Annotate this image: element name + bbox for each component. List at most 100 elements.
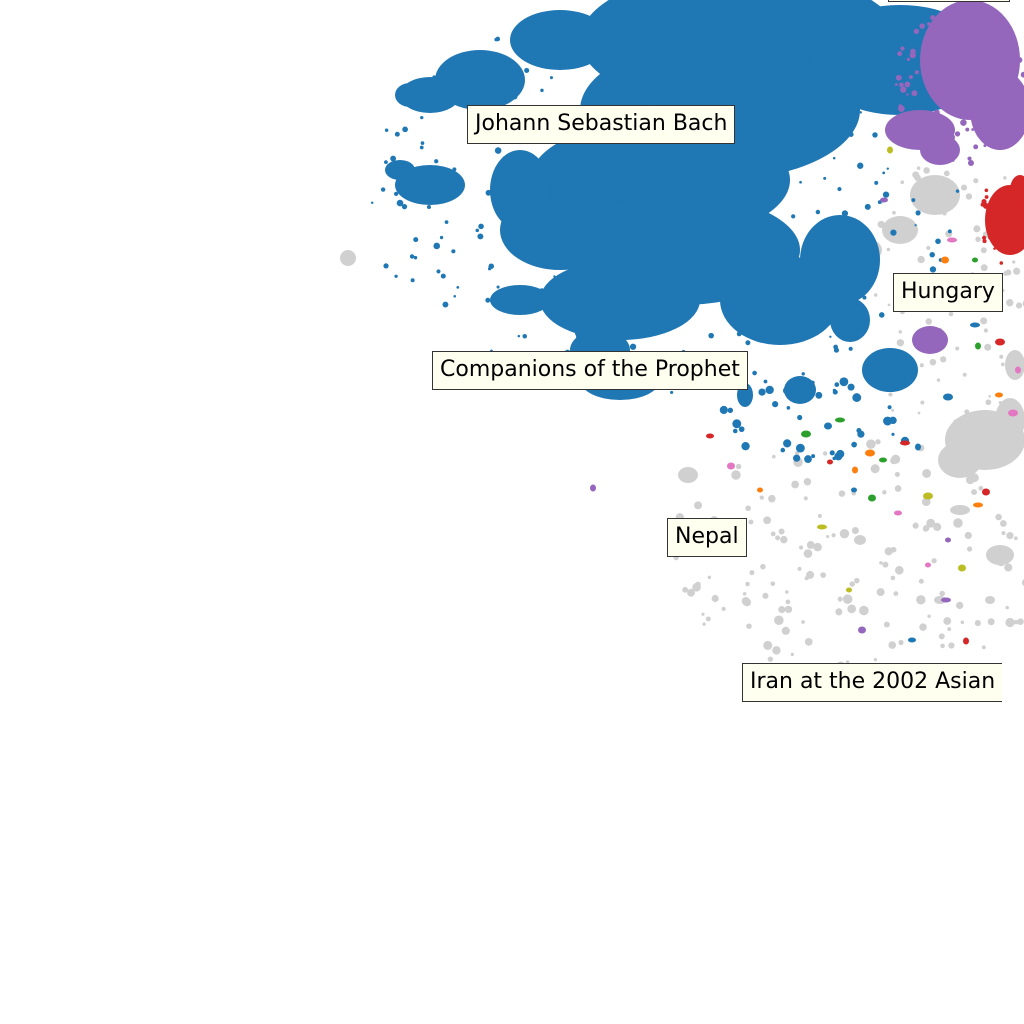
blue-point xyxy=(670,390,674,395)
gray-point xyxy=(890,575,896,581)
blue-point xyxy=(829,335,832,338)
blue-point xyxy=(650,100,656,107)
small-cluster xyxy=(852,466,858,474)
red-point xyxy=(993,247,996,250)
purple-point xyxy=(967,71,972,76)
gray-point xyxy=(943,170,950,177)
small-cluster xyxy=(973,502,983,508)
purple-point xyxy=(988,75,994,82)
blue-point xyxy=(402,126,408,133)
gray-point xyxy=(707,575,712,580)
gray-point xyxy=(771,454,776,459)
purple-point xyxy=(1001,96,1006,100)
blue-point xyxy=(628,69,633,73)
blue-point xyxy=(555,241,561,246)
gray-point xyxy=(995,513,1002,521)
blue-point xyxy=(509,209,513,213)
purple-point xyxy=(940,74,946,80)
blue-point xyxy=(524,67,530,73)
blue-point xyxy=(557,19,563,26)
blue-point xyxy=(859,82,866,89)
small-cluster xyxy=(827,459,833,465)
gray-point xyxy=(791,480,800,489)
gray-point xyxy=(785,590,789,594)
gray-point xyxy=(695,581,701,588)
blue-point xyxy=(727,39,732,44)
gray-point xyxy=(745,505,751,512)
purple-point xyxy=(898,105,905,112)
blue-point xyxy=(790,109,797,116)
gray-point xyxy=(746,623,752,629)
gray-point xyxy=(964,434,969,439)
blue-point xyxy=(432,75,436,79)
gray-point xyxy=(798,545,804,550)
red-point xyxy=(993,223,998,228)
small-cluster xyxy=(958,564,966,572)
purple-point xyxy=(967,156,972,161)
blue-point xyxy=(795,306,799,310)
gray-point xyxy=(914,174,921,182)
blue-point xyxy=(553,275,556,278)
blue-point xyxy=(815,254,819,259)
blue-point xyxy=(546,244,553,252)
gray-point xyxy=(1006,532,1014,540)
blue-point xyxy=(410,278,415,283)
gray-point xyxy=(742,591,747,596)
small-cluster xyxy=(894,510,902,516)
blue-point xyxy=(534,190,537,193)
blue-point xyxy=(795,443,805,453)
blue-point xyxy=(823,301,830,307)
blue-point xyxy=(654,219,658,223)
blue-point xyxy=(643,35,648,39)
blue-point xyxy=(701,99,708,106)
purple-point xyxy=(1011,65,1017,72)
purple-point xyxy=(1016,57,1023,64)
gray-point xyxy=(985,399,992,406)
blue-point xyxy=(694,162,698,166)
blue-point xyxy=(420,115,424,120)
blue-point xyxy=(786,406,791,410)
blue-point xyxy=(804,455,812,463)
purple-point xyxy=(931,47,937,53)
purple-point xyxy=(977,86,985,93)
small-cluster xyxy=(801,430,811,438)
label-iran-2002-asian: Iran at the 2002 Asian xyxy=(742,663,1003,702)
blue-point xyxy=(544,301,548,305)
gray-cluster xyxy=(340,250,356,266)
red-point xyxy=(993,193,1000,199)
small-cluster xyxy=(963,637,969,645)
blue-point xyxy=(767,94,773,100)
gray-point xyxy=(974,435,982,443)
gray-point xyxy=(735,463,742,470)
purple-point xyxy=(943,18,949,24)
blue-point xyxy=(536,234,542,240)
gray-point xyxy=(896,339,905,347)
purple-point xyxy=(976,131,982,138)
gray-point xyxy=(980,264,988,272)
purple-point xyxy=(969,59,976,66)
blue-point xyxy=(444,220,449,225)
blue-point xyxy=(498,212,505,218)
gray-point xyxy=(929,358,937,366)
gray-point xyxy=(838,490,846,497)
blue-point xyxy=(671,189,676,195)
purple-point xyxy=(899,82,904,88)
blue-point xyxy=(887,405,892,410)
blue-point xyxy=(549,76,554,80)
blue-point xyxy=(419,145,424,150)
purple-point xyxy=(900,86,907,93)
gray-point xyxy=(894,485,902,492)
purple-point xyxy=(927,22,931,26)
blue-blob xyxy=(395,83,425,107)
blue-point xyxy=(848,346,853,351)
gray-point xyxy=(748,519,754,525)
blue-point xyxy=(689,177,697,185)
gray-point xyxy=(778,528,785,535)
blue-point xyxy=(515,160,522,168)
gray-point xyxy=(948,642,955,649)
gray-point xyxy=(964,409,970,415)
red-point xyxy=(1014,236,1020,242)
blue-point xyxy=(738,426,745,433)
purple-point xyxy=(980,94,985,99)
blue-point xyxy=(872,132,878,138)
